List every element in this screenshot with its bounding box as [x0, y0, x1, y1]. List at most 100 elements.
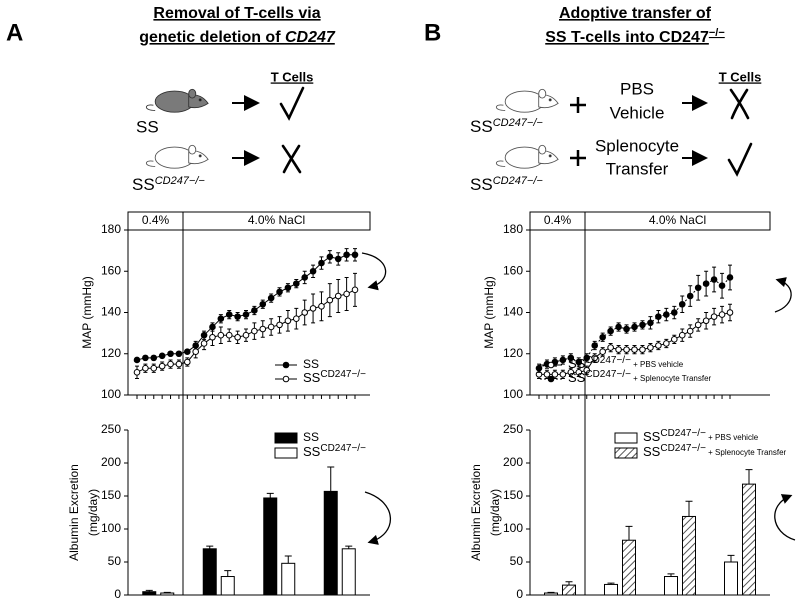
panel-title: SS T-cells into CD247−/−: [545, 27, 725, 46]
bar: [202, 548, 217, 596]
panel-letter: B: [424, 19, 441, 46]
error-bar: [284, 555, 292, 564]
data-point: [639, 321, 646, 329]
data-point: [175, 350, 183, 358]
data-point: [702, 317, 710, 325]
data-point: [647, 344, 654, 351]
error-bar: [727, 554, 735, 562]
data-point: [343, 251, 350, 259]
data-point: [551, 371, 559, 378]
legend-label: SSCD247−/−: [303, 369, 366, 386]
bar: [604, 583, 618, 596]
data-point: [710, 313, 718, 320]
data-point: [678, 331, 686, 339]
legend-swatch: [274, 432, 298, 444]
check-icon: [727, 142, 753, 177]
y-tick-label: 120: [101, 346, 121, 360]
data-point: [318, 259, 325, 267]
data-point: [267, 294, 275, 302]
data-point: [575, 369, 583, 376]
data-point: [559, 371, 567, 378]
data-point: [259, 325, 267, 333]
data-point: [615, 346, 622, 353]
bar: [263, 497, 278, 596]
data-point: [663, 311, 670, 318]
error-bar: [327, 466, 335, 492]
bar: [742, 483, 756, 596]
phase-label: 0.4%: [544, 213, 572, 227]
data-point: [234, 333, 241, 341]
y-axis-label: MAP (mmHg): [80, 276, 94, 348]
cross-icon: [281, 144, 302, 174]
error-bar: [224, 570, 232, 577]
data-point: [225, 331, 233, 339]
data-point: [615, 323, 622, 331]
data-point: [718, 282, 726, 289]
legend-marker: [547, 361, 555, 369]
data-point: [251, 307, 258, 314]
data-point: [351, 286, 359, 294]
y-tick-label: 100: [101, 521, 121, 535]
curved-arrow: [361, 252, 387, 291]
data-point: [158, 362, 166, 370]
bar: [664, 576, 678, 596]
y-tick-label: 140: [101, 305, 121, 319]
y-tick-label: 250: [101, 422, 121, 436]
data-point: [293, 315, 300, 322]
treatment-label: Splenocyte: [595, 136, 679, 155]
rat-icon: [495, 144, 559, 169]
panel-title: genetic deletion of CD247: [139, 29, 336, 46]
data-point: [192, 348, 199, 355]
y-axis-label: Albumin Excretion: [469, 464, 483, 561]
data-point: [133, 369, 141, 376]
phase-box: [529, 211, 771, 231]
strain-label: SS: [136, 117, 159, 136]
rat-icon: [495, 88, 559, 113]
legend-label: SSCD247−/− + Splenocyte Transfer: [568, 369, 712, 386]
data-point: [276, 321, 283, 329]
bar: [281, 562, 296, 596]
cross-icon: [729, 88, 750, 120]
data-point: [670, 309, 678, 316]
strain-label: SSCD247−/−: [470, 117, 543, 137]
data-point: [543, 371, 551, 378]
data-point: [726, 274, 734, 281]
data-point: [702, 280, 710, 287]
data-point: [301, 309, 308, 316]
rat-icon: [145, 144, 209, 169]
curved-arrow: [774, 494, 796, 541]
y-tick-label: 100: [503, 521, 523, 535]
panel-letter: A: [6, 19, 23, 46]
data-point: [583, 354, 591, 362]
data-point: [334, 255, 342, 263]
error-bar: [745, 469, 753, 485]
y-tick-label: 50: [510, 554, 524, 568]
legend-label: SSCD247−/− + PBS vehicle: [568, 355, 684, 372]
curved-arrow: [774, 277, 792, 313]
data-point: [670, 336, 678, 343]
data-point: [259, 300, 267, 308]
rat-icon: [145, 88, 209, 113]
curved-arrow: [364, 491, 392, 545]
data-point: [167, 360, 174, 368]
y-tick-label: 200: [503, 455, 523, 469]
data-point: [150, 364, 158, 372]
data-point: [158, 352, 166, 360]
data-point: [343, 290, 350, 298]
data-point: [293, 280, 300, 287]
data-point: [217, 315, 225, 322]
bar: [544, 592, 558, 596]
y-axis-label: MAP (mmHg): [482, 276, 496, 348]
y-tick-label: 180: [101, 222, 121, 236]
legend-marker: [282, 375, 290, 383]
data-point: [167, 350, 174, 358]
data-point: [318, 303, 325, 310]
diagram-header: T Cells: [271, 69, 314, 84]
legend-swatch: [614, 432, 638, 444]
data-point: [150, 354, 158, 362]
data-point: [623, 325, 630, 333]
data-point: [678, 300, 686, 308]
y-tick-label: 100: [101, 387, 121, 401]
data-point: [663, 340, 670, 347]
